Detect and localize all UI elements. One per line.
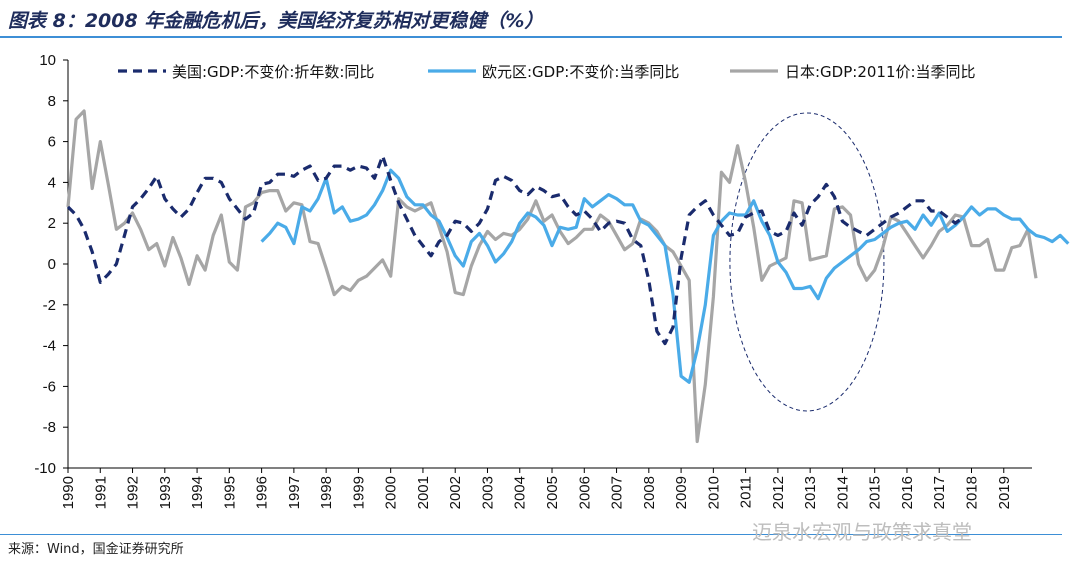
y-tick-label: 0	[48, 256, 56, 273]
x-tick-label: 2016	[899, 476, 916, 509]
x-tick-label: 2006	[576, 476, 593, 509]
series-line-2	[66, 109, 1038, 444]
x-tick-label: 2012	[770, 476, 787, 509]
x-tick-label: 2003	[479, 476, 496, 509]
x-tick-label: 2018	[963, 476, 980, 509]
x-tick-label: 2017	[931, 476, 948, 509]
x-tick-label: 1995	[221, 476, 238, 509]
x-tick-label: 1996	[254, 476, 271, 509]
x-tick-label: 1994	[189, 476, 206, 509]
legend-label-1: 欧元区:GDP:不变价:当季同比	[482, 63, 679, 81]
y-tick-label: -8	[43, 419, 56, 436]
x-tick-label: 2014	[834, 476, 851, 509]
y-tick-label: -2	[43, 297, 56, 314]
y-tick-label: 6	[48, 134, 56, 151]
x-tick-label: 1991	[92, 476, 109, 509]
x-tick-label: 2007	[609, 476, 626, 509]
x-tick-label: 2010	[705, 476, 722, 509]
x-tick-label: 1999	[350, 476, 367, 509]
highlight-ellipse	[729, 112, 885, 412]
x-tick-label: 2005	[544, 476, 561, 509]
source-note: 来源：Wind，国金证券研究所	[8, 542, 184, 557]
series-line-0	[66, 154, 965, 346]
chart-axes: -10 -8 -6 -4 -2 0 2 4 6 8 10 1990 1991 1992 1993 1994 19…	[34, 52, 1032, 509]
title-rule	[0, 36, 1062, 38]
chart-title: 图表 8：2008 年金融危机后，美国经济复苏相对更稳健（%）	[8, 10, 544, 32]
x-tick-label: 2002	[447, 476, 464, 509]
legend-label-0: 美国:GDP:不变价:折年数:同比	[172, 63, 374, 81]
x-tick-label: 1993	[157, 476, 174, 509]
watermark: 迈泉水宏观与政策求真堂	[752, 520, 972, 544]
x-tick-label: 1992	[125, 476, 142, 509]
source-rule	[0, 534, 1062, 535]
x-tick-label: 2001	[415, 476, 432, 509]
y-tick-label: -6	[43, 378, 56, 395]
series-layer	[66, 109, 1070, 444]
x-tick-label: 2019	[996, 476, 1013, 509]
x-tick-label: 2011	[738, 476, 755, 508]
y-tick-label: 10	[39, 52, 56, 69]
y-tick-label: -4	[43, 338, 56, 355]
legend-label-2: 日本:GDP:2011价:当季同比	[785, 63, 976, 81]
y-tick-label: 8	[48, 93, 56, 110]
y-tick-label: 2	[48, 215, 56, 232]
x-tick-label: 1990	[60, 476, 77, 509]
x-tick-label: 2015	[867, 476, 884, 509]
highlight-ellipse-layer	[729, 112, 885, 412]
x-tick-label: 2004	[512, 476, 529, 509]
x-tick-label: 1998	[318, 476, 335, 509]
x-tick-label: 2013	[802, 476, 819, 509]
x-tick-label: 2008	[641, 476, 658, 509]
x-tick-label: 1997	[286, 476, 303, 509]
chart-legend: 美国:GDP:不变价:折年数:同比 欧元区:GDP:不变价:当季同比 日本:GDP:…	[118, 63, 976, 81]
x-tick-label: 2000	[383, 476, 400, 509]
y-tick-label: -10	[34, 460, 56, 477]
x-tick-label: 2009	[673, 476, 690, 509]
y-tick-label: 4	[48, 174, 56, 191]
series-line-1	[260, 168, 1070, 384]
